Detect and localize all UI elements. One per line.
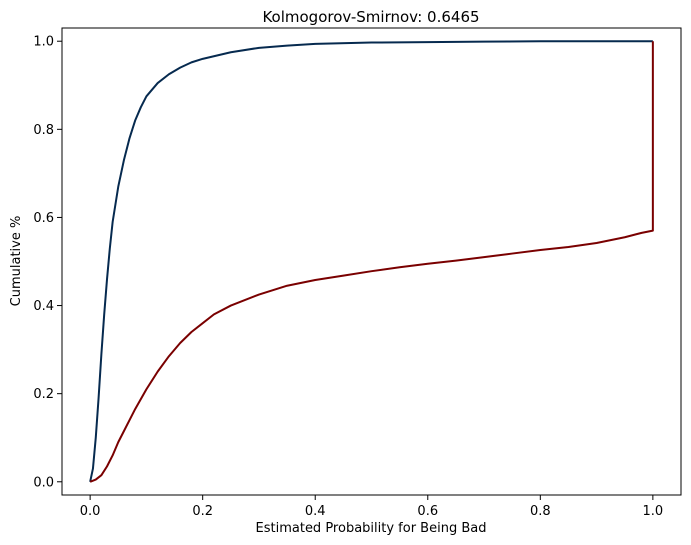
x-axis: 0.0 0.2 0.4 0.6 0.8 1.0	[80, 495, 663, 519]
y-tick-label: 1.0	[33, 35, 54, 50]
x-axis-label: Estimated Probability for Being Bad	[256, 521, 487, 536]
series-line-0	[89, 40, 653, 482]
y-tick-label: 0.2	[33, 387, 54, 402]
chart-title: Kolmogorov-Smirnov: 0.6465	[262, 8, 479, 26]
x-tick-label: 0.2	[192, 504, 213, 519]
plot-frame	[61, 27, 682, 496]
x-tick-label: 0.4	[305, 504, 326, 519]
y-tick-label: 0.8	[33, 123, 54, 138]
x-tick-label: 0.8	[530, 504, 551, 519]
x-tick-label: 0.0	[80, 504, 101, 519]
y-axis: 0.0 0.2 0.4 0.6 0.8 1.0	[33, 35, 62, 490]
y-tick-label: 0.0	[33, 475, 54, 490]
y-tick-label: 0.6	[33, 211, 54, 226]
series-group	[89, 40, 654, 483]
y-axis-label: Cumulative %	[9, 216, 24, 307]
series-line-1	[89, 41, 654, 483]
y-tick-label: 0.4	[33, 299, 54, 314]
x-tick-label: 1.0	[643, 504, 664, 519]
x-tick-label: 0.6	[417, 504, 438, 519]
